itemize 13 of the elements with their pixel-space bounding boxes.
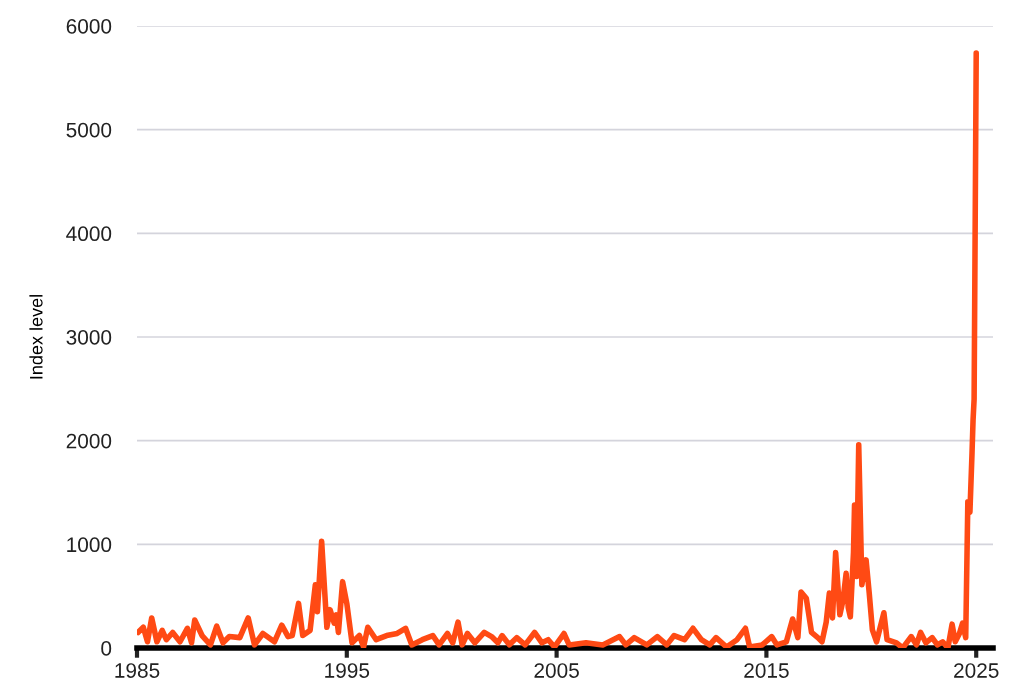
y-tick-label: 6000 [66, 19, 112, 34]
y-tick-label: 5000 [66, 122, 112, 138]
x-tick-label: 2005 [534, 663, 579, 678]
x-tick-label: 1995 [325, 663, 370, 678]
y-tick-label: 0 [101, 641, 112, 656]
y-tick-label: 2000 [66, 433, 112, 449]
x-tick-label: 1985 [115, 663, 160, 678]
x-tick-label: 2025 [954, 663, 999, 678]
x-tick-label: 2015 [744, 663, 789, 678]
y-tick-label: 1000 [67, 537, 112, 553]
y-axis-title: Index level [29, 295, 43, 379]
y-tick-label: 3000 [66, 330, 112, 345]
y-tick-label: 4000 [66, 226, 112, 242]
